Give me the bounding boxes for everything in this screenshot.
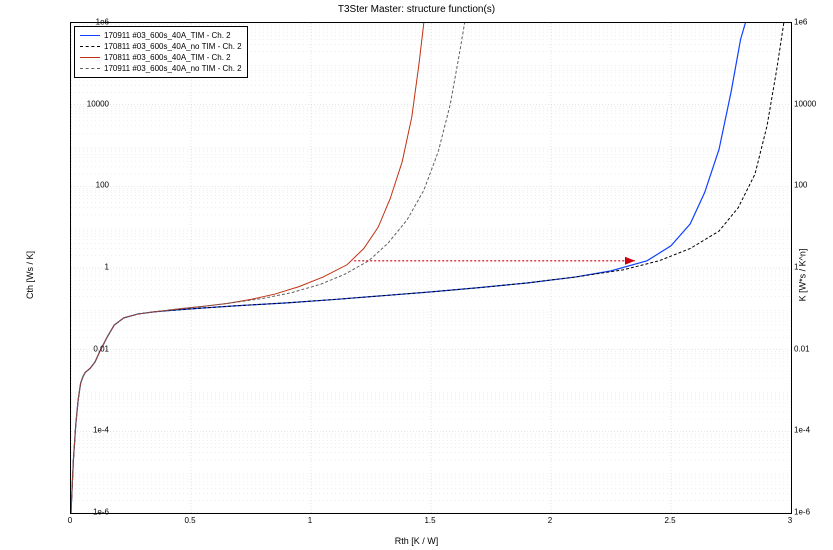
x-tick-label: 2 bbox=[548, 516, 552, 525]
y2-tick-label: 1e6 bbox=[794, 18, 807, 27]
x-tick-label: 3 bbox=[788, 516, 792, 525]
y-axis-label-right: K [W*s / K^n] bbox=[798, 249, 808, 302]
y2-tick-label: 0.01 bbox=[794, 344, 810, 353]
annotation-arrow-head bbox=[625, 257, 635, 265]
x-tick-label: 0.5 bbox=[184, 516, 195, 525]
y2-tick-label: 100 bbox=[794, 181, 807, 190]
legend-item: 170811 #03_600s_40A_no TIM - Ch. 2 bbox=[80, 41, 242, 52]
y-tick-label: 100 bbox=[69, 181, 109, 190]
legend-label: 170911 #03_600s_40A_no TIM - Ch. 2 bbox=[104, 63, 242, 74]
arrow-group bbox=[354, 257, 635, 265]
plot-area bbox=[70, 22, 792, 514]
x-tick-label: 1.5 bbox=[424, 516, 435, 525]
y-tick-label: 1e-4 bbox=[69, 426, 109, 435]
y2-tick-label: 1 bbox=[794, 263, 798, 272]
y-axis-label-left: Cth [Ws / K] bbox=[25, 251, 35, 299]
series-group bbox=[71, 23, 784, 513]
series-line bbox=[71, 23, 424, 513]
y-tick-label: 1 bbox=[69, 263, 109, 272]
x-tick-label: 1 bbox=[308, 516, 312, 525]
y-tick-label: 0.01 bbox=[69, 344, 109, 353]
legend-item: 170811 #03_600s_40A_TIM - Ch. 2 bbox=[80, 52, 242, 63]
legend-item: 170911 #03_600s_40A_TIM - Ch. 2 bbox=[80, 30, 242, 41]
legend-swatch-icon bbox=[80, 68, 100, 69]
x-tick-label: 2.5 bbox=[664, 516, 675, 525]
legend-swatch-icon bbox=[80, 35, 100, 36]
legend-item: 170911 #03_600s_40A_no TIM - Ch. 2 bbox=[80, 63, 242, 74]
chart-container: { "chart": { "type": "line", "title": "T… bbox=[0, 0, 833, 550]
x-axis-label: Rth [K / W] bbox=[0, 536, 833, 546]
legend-swatch-icon bbox=[80, 57, 100, 58]
series-line bbox=[71, 23, 784, 513]
x-tick-label: 0 bbox=[68, 516, 72, 525]
legend-swatch-icon bbox=[80, 46, 100, 47]
y-tick-label: 1e6 bbox=[69, 18, 109, 27]
chart-title: T3Ster Master: structure function(s) bbox=[0, 4, 833, 15]
y-tick-label: 1e-6 bbox=[69, 508, 109, 517]
y-tick-label: 10000 bbox=[69, 99, 109, 108]
series-line bbox=[71, 23, 465, 513]
y2-tick-label: 10000 bbox=[794, 99, 816, 108]
legend-label: 170911 #03_600s_40A_TIM - Ch. 2 bbox=[104, 30, 231, 41]
grid-group bbox=[71, 23, 791, 513]
legend-box: 170911 #03_600s_40A_TIM - Ch. 2170811 #0… bbox=[74, 26, 248, 78]
legend-label: 170811 #03_600s_40A_no TIM - Ch. 2 bbox=[104, 41, 242, 52]
y2-tick-label: 1e-6 bbox=[794, 508, 810, 517]
plot-svg bbox=[71, 23, 791, 513]
legend-label: 170811 #03_600s_40A_TIM - Ch. 2 bbox=[104, 52, 231, 63]
y2-tick-label: 1e-4 bbox=[794, 426, 810, 435]
